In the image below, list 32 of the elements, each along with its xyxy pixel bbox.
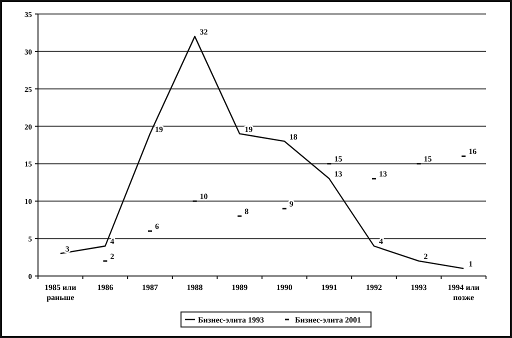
data-label: 18: [289, 132, 298, 142]
data-label: 15: [334, 154, 342, 164]
data-label: 13: [334, 170, 342, 179]
x-tick-label: 1985 или раньше: [44, 283, 77, 302]
x-tick-label: 1992: [366, 283, 382, 292]
data-label: 32: [200, 27, 208, 36]
x-tick-label: 1987: [142, 283, 158, 292]
line-series: [60, 36, 464, 270]
x-tick-label: 1989: [232, 283, 248, 292]
legend-label: Бизнес-элита 1993: [198, 316, 264, 324]
x-tick-label: 1994 или позже: [448, 283, 480, 302]
data-label: 9: [289, 200, 294, 209]
data-label: 1: [468, 260, 473, 269]
data-label: 4: [110, 237, 114, 246]
data-label: 15: [424, 154, 432, 164]
legend-label: Бизнес-элита 2001: [295, 316, 362, 324]
data-label: 10: [200, 192, 208, 202]
x-tick-label: 1988: [186, 283, 203, 292]
data-label: 4: [379, 237, 383, 246]
x-tick-label: 1986: [97, 283, 114, 292]
data-label: 2: [110, 252, 114, 262]
data-label: 19: [155, 124, 163, 134]
x-tick-label: 1993: [410, 283, 427, 292]
data-label: 19: [244, 124, 253, 134]
data-label: 16: [468, 147, 477, 156]
data-label: 13: [379, 170, 387, 179]
data-label: 2: [424, 252, 428, 262]
data-label: 3: [65, 244, 70, 254]
x-tick-label: 1990: [276, 283, 292, 292]
x-tick-label: 1991: [321, 283, 338, 292]
data-label: 8: [244, 207, 249, 216]
data-label: 6: [155, 222, 159, 232]
